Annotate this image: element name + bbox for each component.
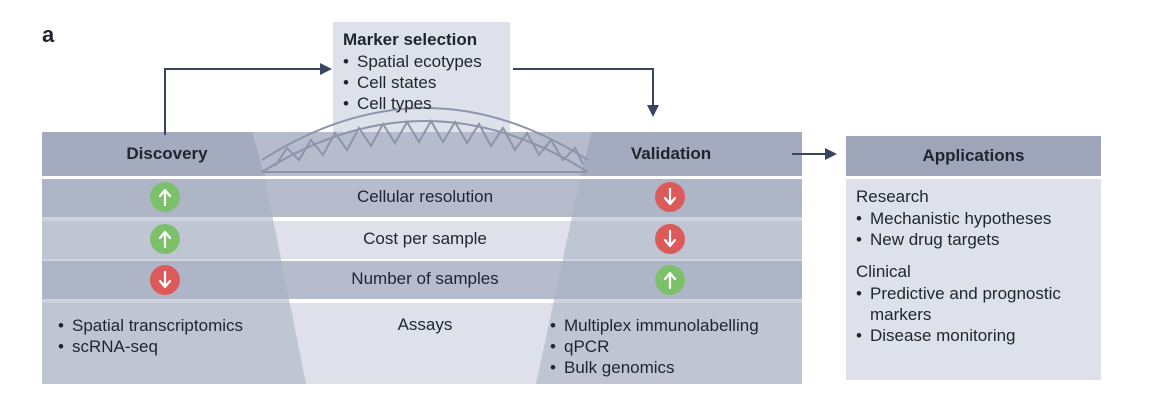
validation-title: Validation xyxy=(630,144,712,163)
assays-label: Assays xyxy=(397,315,453,334)
applications-clinical-list: Predictive and prognostic markers Diseas… xyxy=(856,283,1096,346)
validation-up-indicator-icon xyxy=(655,265,685,295)
discovery-up-indicator-icon xyxy=(150,182,180,212)
validation-assays-list: Multiplex immunolabelling qPCR Bulk geno… xyxy=(550,315,759,378)
applications-research-item: Mechanistic hypotheses xyxy=(856,208,1051,229)
applications-research-list: Mechanistic hypotheses New drug targets xyxy=(856,208,1051,250)
discovery-assay-item: scRNA-seq xyxy=(58,336,243,357)
discovery-column-header xyxy=(42,132,265,176)
arrowhead-to-validation xyxy=(647,105,659,117)
applications-title: Applications xyxy=(922,146,1025,165)
arrowhead-to-applications xyxy=(825,148,837,160)
row-label-number-of-samples: Number of samples xyxy=(351,269,499,288)
arrowhead-to-marker xyxy=(320,63,332,75)
marker-selection-list: Spatial ecotypes Cell states Cell types xyxy=(343,51,482,114)
discovery-assay-item: Spatial transcriptomics xyxy=(58,315,243,336)
discovery-title: Discovery xyxy=(126,144,208,163)
discovery-assays-list: Spatial transcriptomics scRNA-seq xyxy=(58,315,243,357)
discovery-up-indicator-icon xyxy=(150,224,180,254)
validation-assay-item: qPCR xyxy=(550,336,759,357)
validation-column-header xyxy=(580,132,802,176)
discovery-down-indicator-icon xyxy=(150,265,180,295)
marker-selection-item: Spatial ecotypes xyxy=(343,51,482,72)
flow-arrows xyxy=(164,68,826,155)
row-label-cost-per-sample: Cost per sample xyxy=(363,229,487,248)
marker-selection-title: Marker selection xyxy=(343,30,478,49)
applications-research-item: New drug targets xyxy=(856,229,1051,250)
applications-clinical-item: Disease monitoring xyxy=(856,325,1096,346)
separator xyxy=(42,176,802,179)
separator xyxy=(42,217,802,221)
applications-clinical-title: Clinical xyxy=(856,262,911,281)
row-label-cellular-resolution: Cellular resolution xyxy=(356,187,494,206)
validation-down-indicator-icon xyxy=(655,224,685,254)
validation-assay-item: Bulk genomics xyxy=(550,357,759,378)
marker-selection-item: Cell states xyxy=(343,72,482,93)
marker-selection-item: Cell types xyxy=(343,93,482,114)
separator xyxy=(42,259,802,261)
validation-assay-item: Multiplex immunolabelling xyxy=(550,315,759,336)
separator xyxy=(42,299,802,303)
applications-header-box xyxy=(846,136,1101,176)
applications-research-title: Research xyxy=(856,187,929,206)
validation-down-indicator-icon xyxy=(655,182,685,212)
applications-clinical-item: Predictive and prognostic markers xyxy=(856,283,1096,325)
panel-label: a xyxy=(42,22,55,47)
